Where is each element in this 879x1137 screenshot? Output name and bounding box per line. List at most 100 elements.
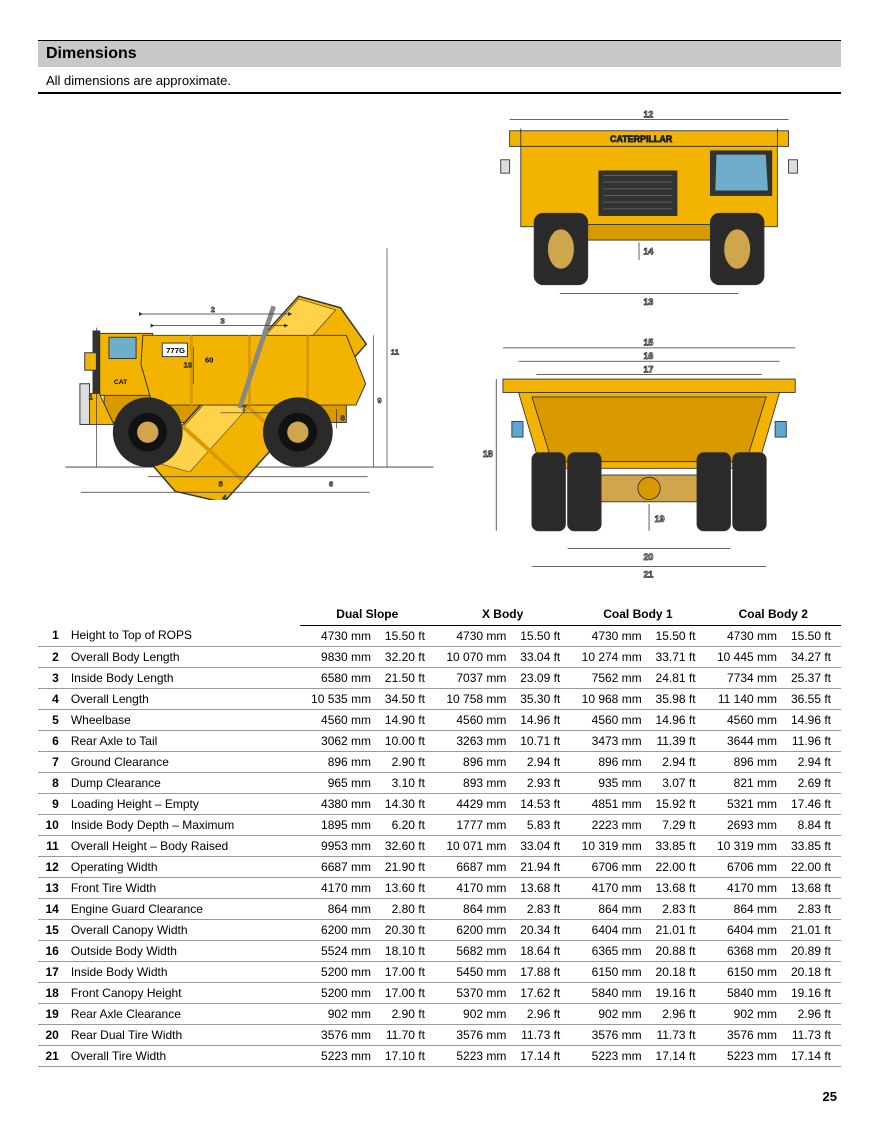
cell-mm: 11 140 mm (706, 688, 781, 709)
cell-ft: 13.60 ft (375, 877, 435, 898)
cell-ft: 2.90 ft (375, 1003, 435, 1024)
cell-mm: 4730 mm (300, 625, 375, 646)
cell-mm: 10 758 mm (435, 688, 510, 709)
row-num: 4 (38, 688, 67, 709)
row-label: Front Tire Width (67, 877, 300, 898)
cell-ft: 20.34 ft (510, 919, 570, 940)
cell-ft: 22.00 ft (781, 856, 841, 877)
cell-mm: 5840 mm (706, 982, 781, 1003)
cell-ft: 14.96 ft (646, 709, 706, 730)
cell-ft: 17.00 ft (375, 982, 435, 1003)
cell-mm: 5450 mm (435, 961, 510, 982)
row-num: 8 (38, 772, 67, 793)
cell-mm: 9953 mm (300, 835, 375, 856)
row-num: 1 (38, 625, 67, 646)
cell-mm: 4429 mm (435, 793, 510, 814)
cell-mm: 4170 mm (300, 877, 375, 898)
cell-mm: 4560 mm (706, 709, 781, 730)
cell-mm: 6150 mm (570, 961, 645, 982)
cell-mm: 4560 mm (435, 709, 510, 730)
cell-ft: 21.50 ft (375, 667, 435, 688)
table-row: 19Rear Axle Clearance902 mm2.90 ft902 mm… (38, 1003, 841, 1024)
svg-text:8: 8 (341, 414, 346, 423)
cell-ft: 21.90 ft (375, 856, 435, 877)
table-row: 21Overall Tire Width5223 mm17.10 ft5223 … (38, 1045, 841, 1066)
cell-mm: 3473 mm (570, 730, 645, 751)
cell-mm: 9830 mm (300, 646, 375, 667)
cell-mm: 10 071 mm (435, 835, 510, 856)
svg-text:6: 6 (329, 480, 334, 489)
cell-ft: 35.30 ft (510, 688, 570, 709)
cell-ft: 33.04 ft (510, 835, 570, 856)
cell-mm: 5200 mm (300, 961, 375, 982)
cell-mm: 10 445 mm (706, 646, 781, 667)
cell-ft: 3.10 ft (375, 772, 435, 793)
cell-ft: 2.69 ft (781, 772, 841, 793)
cell-ft: 2.94 ft (646, 751, 706, 772)
cell-mm: 6150 mm (706, 961, 781, 982)
cell-mm: 864 mm (570, 898, 645, 919)
row-label: Loading Height – Empty (67, 793, 300, 814)
row-num: 19 (38, 1003, 67, 1024)
cell-ft: 14.96 ft (781, 709, 841, 730)
cell-mm: 4170 mm (435, 877, 510, 898)
cell-ft: 19.16 ft (781, 982, 841, 1003)
cell-mm: 896 mm (435, 751, 510, 772)
cell-ft: 20.30 ft (375, 919, 435, 940)
cell-mm: 902 mm (570, 1003, 645, 1024)
svg-text:5: 5 (218, 480, 223, 489)
cell-ft: 17.46 ft (781, 793, 841, 814)
cell-mm: 5223 mm (570, 1045, 645, 1066)
cell-ft: 35.98 ft (646, 688, 706, 709)
table-row: 2Overall Body Length9830 mm32.20 ft10 07… (38, 646, 841, 667)
cell-mm: 896 mm (300, 751, 375, 772)
cell-mm: 4851 mm (570, 793, 645, 814)
cell-ft: 13.68 ft (646, 877, 706, 898)
cell-ft: 13.68 ft (510, 877, 570, 898)
cell-ft: 34.50 ft (375, 688, 435, 709)
cell-mm: 7037 mm (435, 667, 510, 688)
cell-ft: 20.18 ft (646, 961, 706, 982)
svg-text:12: 12 (643, 109, 653, 119)
svg-text:16: 16 (643, 351, 653, 361)
cell-mm: 965 mm (300, 772, 375, 793)
cell-mm: 10 319 mm (706, 835, 781, 856)
row-label: Overall Height – Body Raised (67, 835, 300, 856)
cell-ft: 17.14 ft (781, 1045, 841, 1066)
row-num: 2 (38, 646, 67, 667)
cell-ft: 21.94 ft (510, 856, 570, 877)
svg-text:21: 21 (643, 570, 653, 580)
row-label: Overall Canopy Width (67, 919, 300, 940)
table-row: 5Wheelbase4560 mm14.90 ft4560 mm14.96 ft… (38, 709, 841, 730)
front-view-diagram: CATERPILLAR (465, 104, 833, 316)
cell-ft: 2.94 ft (781, 751, 841, 772)
table-row: 7Ground Clearance896 mm2.90 ft896 mm2.94… (38, 751, 841, 772)
cell-mm: 864 mm (706, 898, 781, 919)
cell-ft: 10.00 ft (375, 730, 435, 751)
svg-text:1: 1 (89, 393, 94, 402)
cell-ft: 17.00 ft (375, 961, 435, 982)
cell-ft: 21.01 ft (781, 919, 841, 940)
cell-ft: 13.68 ft (781, 877, 841, 898)
cell-mm: 6404 mm (706, 919, 781, 940)
cell-ft: 2.96 ft (646, 1003, 706, 1024)
cell-mm: 4560 mm (300, 709, 375, 730)
table-row: 13Front Tire Width4170 mm13.60 ft4170 mm… (38, 877, 841, 898)
cell-mm: 6365 mm (570, 940, 645, 961)
cell-mm: 4560 mm (570, 709, 645, 730)
cell-mm: 6687 mm (300, 856, 375, 877)
row-label: Inside Body Length (67, 667, 300, 688)
row-label: Front Canopy Height (67, 982, 300, 1003)
cell-ft: 22.00 ft (646, 856, 706, 877)
row-num: 7 (38, 751, 67, 772)
cell-ft: 25.37 ft (781, 667, 841, 688)
cell-ft: 33.85 ft (646, 835, 706, 856)
cell-mm: 6687 mm (435, 856, 510, 877)
svg-text:CATERPILLAR: CATERPILLAR (610, 134, 673, 144)
cell-mm: 896 mm (570, 751, 645, 772)
cell-ft: 2.94 ft (510, 751, 570, 772)
cell-ft: 14.90 ft (375, 709, 435, 730)
row-num: 3 (38, 667, 67, 688)
svg-text:10: 10 (184, 361, 193, 370)
cell-ft: 11.70 ft (375, 1024, 435, 1045)
